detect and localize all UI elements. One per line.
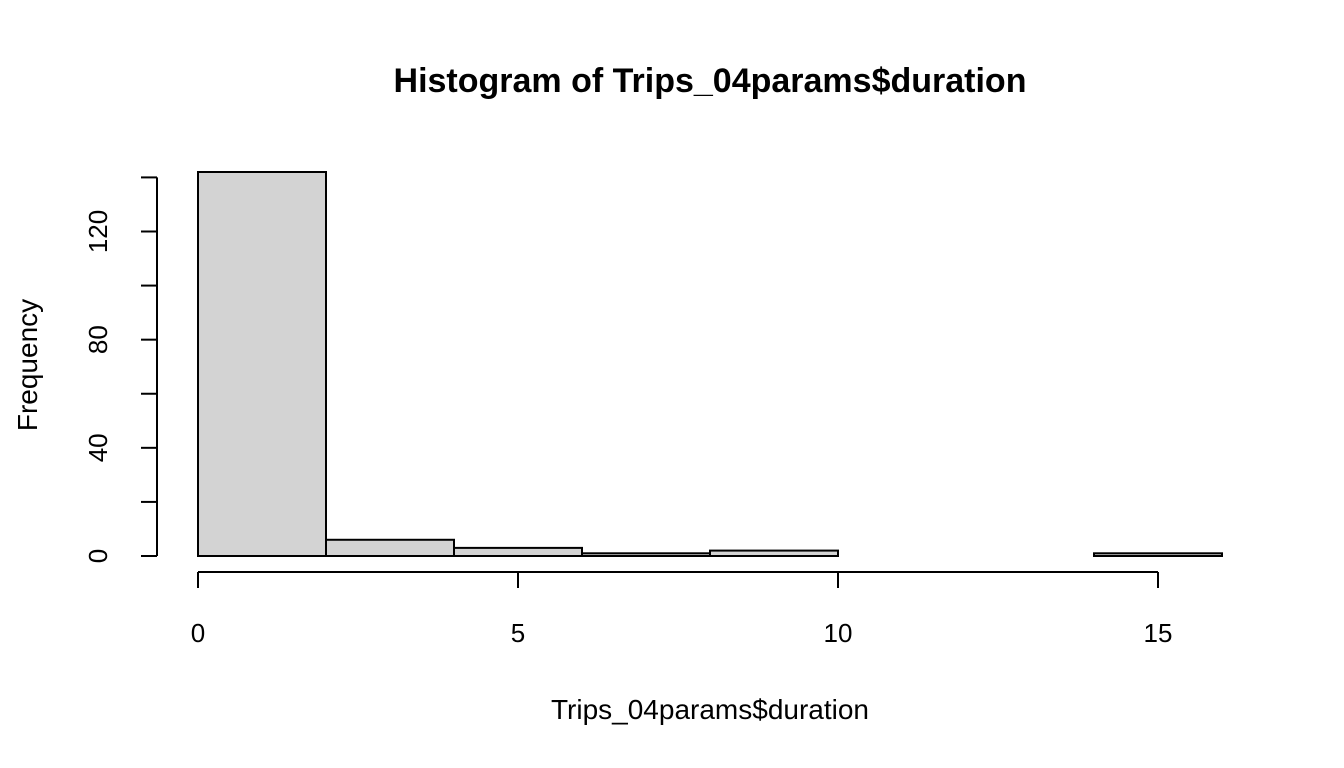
y-tick-label-120: 120 (83, 210, 113, 253)
histogram-bar-1 (325, 538, 455, 558)
y-axis: 0 40 80 120 (83, 176, 158, 563)
x-axis: 0 5 10 15 (191, 571, 1173, 648)
histogram-bar-0 (197, 171, 327, 557)
x-tick-label-5: 5 (511, 618, 525, 648)
histogram-bar-7 (1093, 552, 1223, 558)
y-tick-label-0: 0 (83, 549, 113, 563)
x-tick-label-10: 10 (824, 618, 853, 648)
x-tick-label-0: 0 (191, 618, 205, 648)
y-tick-label-40: 40 (83, 433, 113, 462)
chart-title: Histogram of Trips_04params$duration (394, 62, 1027, 100)
x-axis-title: Trips_04params$duration (551, 694, 869, 725)
histogram-bar-4 (709, 549, 839, 558)
y-tick-label-80: 80 (83, 325, 113, 354)
histogram-bar-2 (453, 546, 583, 558)
histogram-bar-3 (581, 552, 711, 558)
bars-group (197, 171, 1223, 558)
x-tick-label-15: 15 (1144, 618, 1173, 648)
y-axis-title: Frequency (12, 299, 43, 431)
